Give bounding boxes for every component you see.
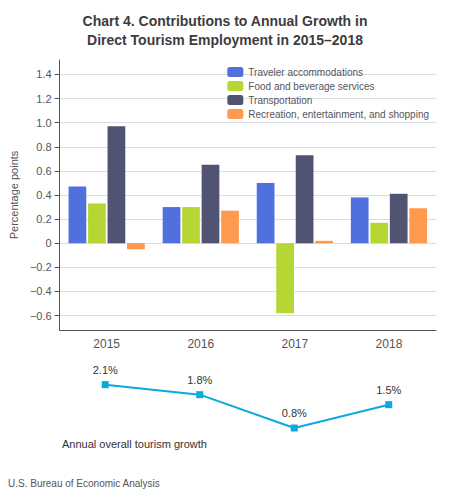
svg-text:Annual overall tourism growth: Annual overall tourism growth: [62, 438, 207, 450]
svg-text:Recreation, entertainment, and: Recreation, entertainment, and shopping: [248, 109, 429, 120]
svg-text:Food and beverage services: Food and beverage services: [248, 81, 374, 92]
svg-text:2016: 2016: [187, 337, 214, 351]
svg-text:2015: 2015: [93, 337, 120, 351]
svg-text:−0.4: −0.4: [30, 285, 52, 297]
svg-text:1.5%: 1.5%: [376, 384, 401, 396]
svg-text:−0.6: −0.6: [30, 310, 52, 322]
svg-text:0.8%: 0.8%: [282, 407, 307, 419]
svg-text:Transportation: Transportation: [248, 95, 312, 106]
svg-text:0.4: 0.4: [36, 189, 51, 201]
svg-text:1.2: 1.2: [36, 93, 51, 105]
svg-text:1.0: 1.0: [36, 117, 51, 129]
svg-text:0.2: 0.2: [36, 213, 51, 225]
svg-text:0.6: 0.6: [36, 165, 51, 177]
svg-text:2017: 2017: [282, 337, 309, 351]
svg-text:0.8: 0.8: [36, 141, 51, 153]
svg-text:0: 0: [45, 237, 51, 249]
svg-text:Chart 4. Contributions to Annu: Chart 4. Contributions to Annual Growth …: [83, 13, 368, 29]
svg-text:2.1%: 2.1%: [93, 364, 118, 376]
svg-text:Percentage points: Percentage points: [8, 150, 20, 239]
svg-text:Traveler accommodations: Traveler accommodations: [248, 67, 363, 78]
svg-text:U.S. Bureau of Economic Analys: U.S. Bureau of Economic Analysis: [8, 478, 160, 489]
svg-text:−0.2: −0.2: [30, 261, 52, 273]
svg-text:1.8%: 1.8%: [187, 374, 212, 386]
svg-text:1.4: 1.4: [36, 68, 51, 80]
svg-text:2018: 2018: [376, 337, 403, 351]
svg-text:Direct Tourism Employment in 2: Direct Tourism Employment in 2015–2018: [87, 32, 363, 48]
